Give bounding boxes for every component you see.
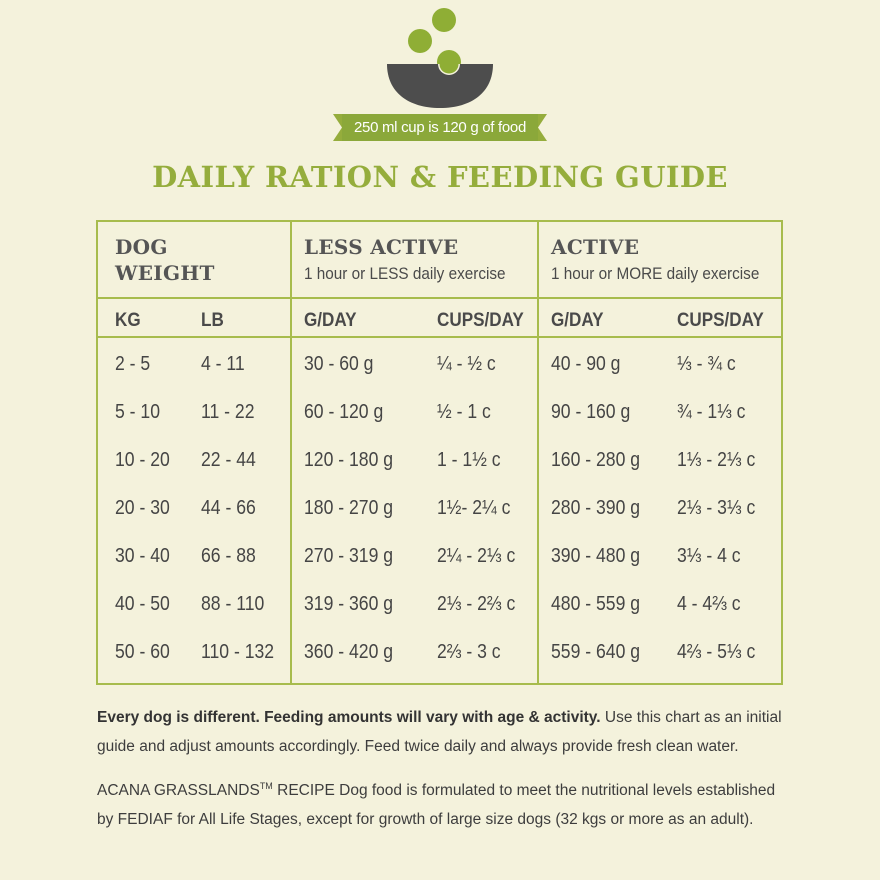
active-subtitle: 1 hour or MORE daily exercise (551, 264, 760, 283)
cell-lb: 11 - 22 (201, 401, 255, 423)
active-header: ACTIVE (551, 235, 640, 259)
cell-kg: 5 - 10 (115, 401, 161, 423)
cell-lb: 88 - 110 (201, 593, 265, 615)
feeding-table: DOG WEIGHT LESS ACTIVE 1 hour or LESS da… (96, 220, 783, 685)
food-bowl-icon (387, 8, 493, 108)
cell-less-cups: 2⅓ - 2⅔ c (437, 593, 516, 615)
cell-lb: 66 - 88 (201, 545, 256, 567)
cell-less-cups: 2⅔ - 3 c (437, 641, 501, 663)
less-active-header: LESS ACTIVE (304, 235, 459, 259)
disclaimer-text: RECIPE Dog food is formulated to meet th… (97, 782, 776, 828)
page-title: DAILY RATION & FEEDING GUIDE (152, 160, 728, 194)
table-row: 5 - 10 11 - 22 60 - 120 g ½ - 1 c 90 - 1… (98, 398, 785, 446)
cell-active-cups: 4 - 4⅔ c (677, 593, 741, 615)
cell-active-cups: 2⅓ - 3⅓ c (677, 497, 756, 519)
cell-active-gday: 280 - 390 g (551, 497, 641, 519)
less-active-subtitle: 1 hour or LESS daily exercise (304, 264, 506, 283)
weight-header-line2: WEIGHT (115, 261, 215, 285)
header-divider (98, 297, 781, 299)
cell-less-cups: 1 - 1½ c (437, 449, 501, 471)
table-row: 50 - 60 110 - 132 360 - 420 g 2⅔ - 3 c 5… (98, 638, 785, 686)
feeding-note-text: Use this chart as an initial guide and a… (97, 709, 782, 755)
cell-active-gday: 390 - 480 g (551, 545, 641, 567)
feeding-note-bold: Every dog is different. Feeding amounts … (97, 709, 601, 726)
cell-active-cups: 3⅓ - 4 c (677, 545, 741, 567)
cell-active-gday: 90 - 160 g (551, 401, 631, 423)
cell-less-cups: 2¼ - 2⅓ c (437, 545, 516, 567)
weight-group-header: DOG WEIGHT (115, 234, 215, 286)
cell-active-gday: 160 - 280 g (551, 449, 641, 471)
trademark-mark: TM (259, 781, 273, 791)
table-row: 10 - 20 22 - 44 120 - 180 g 1 - 1½ c 160… (98, 446, 785, 494)
cell-active-gday: 40 - 90 g (551, 353, 621, 375)
column-header-kg: KG (115, 310, 141, 331)
cell-less-cups: ¼ - ½ c (437, 353, 496, 375)
cell-less-gday: 319 - 360 g (304, 593, 394, 615)
brand-name: ACANA GRASSLANDS (97, 782, 260, 799)
cell-kg: 30 - 40 (115, 545, 170, 567)
formulation-disclaimer: ACANA GRASSLANDSTM RECIPE Dog food is fo… (97, 772, 787, 834)
cell-lb: 110 - 132 (201, 641, 275, 663)
cell-kg: 10 - 20 (115, 449, 170, 471)
cell-less-gday: 30 - 60 g (304, 353, 374, 375)
header-divider (98, 336, 781, 338)
column-divider (290, 222, 292, 683)
cell-active-cups: 1⅓ - 2⅓ c (677, 449, 756, 471)
cell-active-gday: 559 - 640 g (551, 641, 641, 663)
cell-active-cups: ⅓ - ¾ c (677, 353, 736, 375)
cell-less-gday: 180 - 270 g (304, 497, 394, 519)
cell-less-gday: 60 - 120 g (304, 401, 384, 423)
column-header-lb: LB (201, 310, 224, 331)
cell-less-cups: ½ - 1 c (437, 401, 491, 423)
serving-size-note: 250 ml cup is 120 g of food (353, 119, 527, 136)
cell-kg: 2 - 5 (115, 353, 151, 375)
cell-kg: 20 - 30 (115, 497, 170, 519)
table-row: 20 - 30 44 - 66 180 - 270 g 1½- 2¼ c 280… (98, 494, 785, 542)
cell-kg: 50 - 60 (115, 641, 170, 663)
feeding-note: Every dog is different. Feeding amounts … (97, 703, 787, 761)
column-divider (537, 222, 539, 683)
column-header-less-gday: G/DAY (304, 310, 357, 331)
cell-less-gday: 120 - 180 g (304, 449, 394, 471)
cell-less-cups: 1½- 2¼ c (437, 497, 511, 519)
cell-active-cups: 4⅔ - 5⅓ c (677, 641, 756, 663)
table-row: 40 - 50 88 - 110 319 - 360 g 2⅓ - 2⅔ c 4… (98, 590, 785, 638)
weight-header-line1: DOG (115, 235, 168, 259)
serving-banner (333, 114, 547, 141)
cell-less-gday: 270 - 319 g (304, 545, 394, 567)
column-header-active-gday: G/DAY (551, 310, 604, 331)
cell-lb: 22 - 44 (201, 449, 256, 471)
cell-lb: 44 - 66 (201, 497, 256, 519)
cell-lb: 4 - 11 (201, 353, 245, 375)
cell-kg: 40 - 50 (115, 593, 170, 615)
cell-active-cups: ¾ - 1⅓ c (677, 401, 746, 423)
column-header-active-cups: CUPS/DAY (677, 310, 764, 331)
column-header-less-cups: CUPS/DAY (437, 310, 524, 331)
table-row: 2 - 5 4 - 11 30 - 60 g ¼ - ½ c 40 - 90 g… (98, 350, 785, 398)
table-row: 30 - 40 66 - 88 270 - 319 g 2¼ - 2⅓ c 39… (98, 542, 785, 590)
cell-active-gday: 480 - 559 g (551, 593, 641, 615)
cell-less-gday: 360 - 420 g (304, 641, 394, 663)
